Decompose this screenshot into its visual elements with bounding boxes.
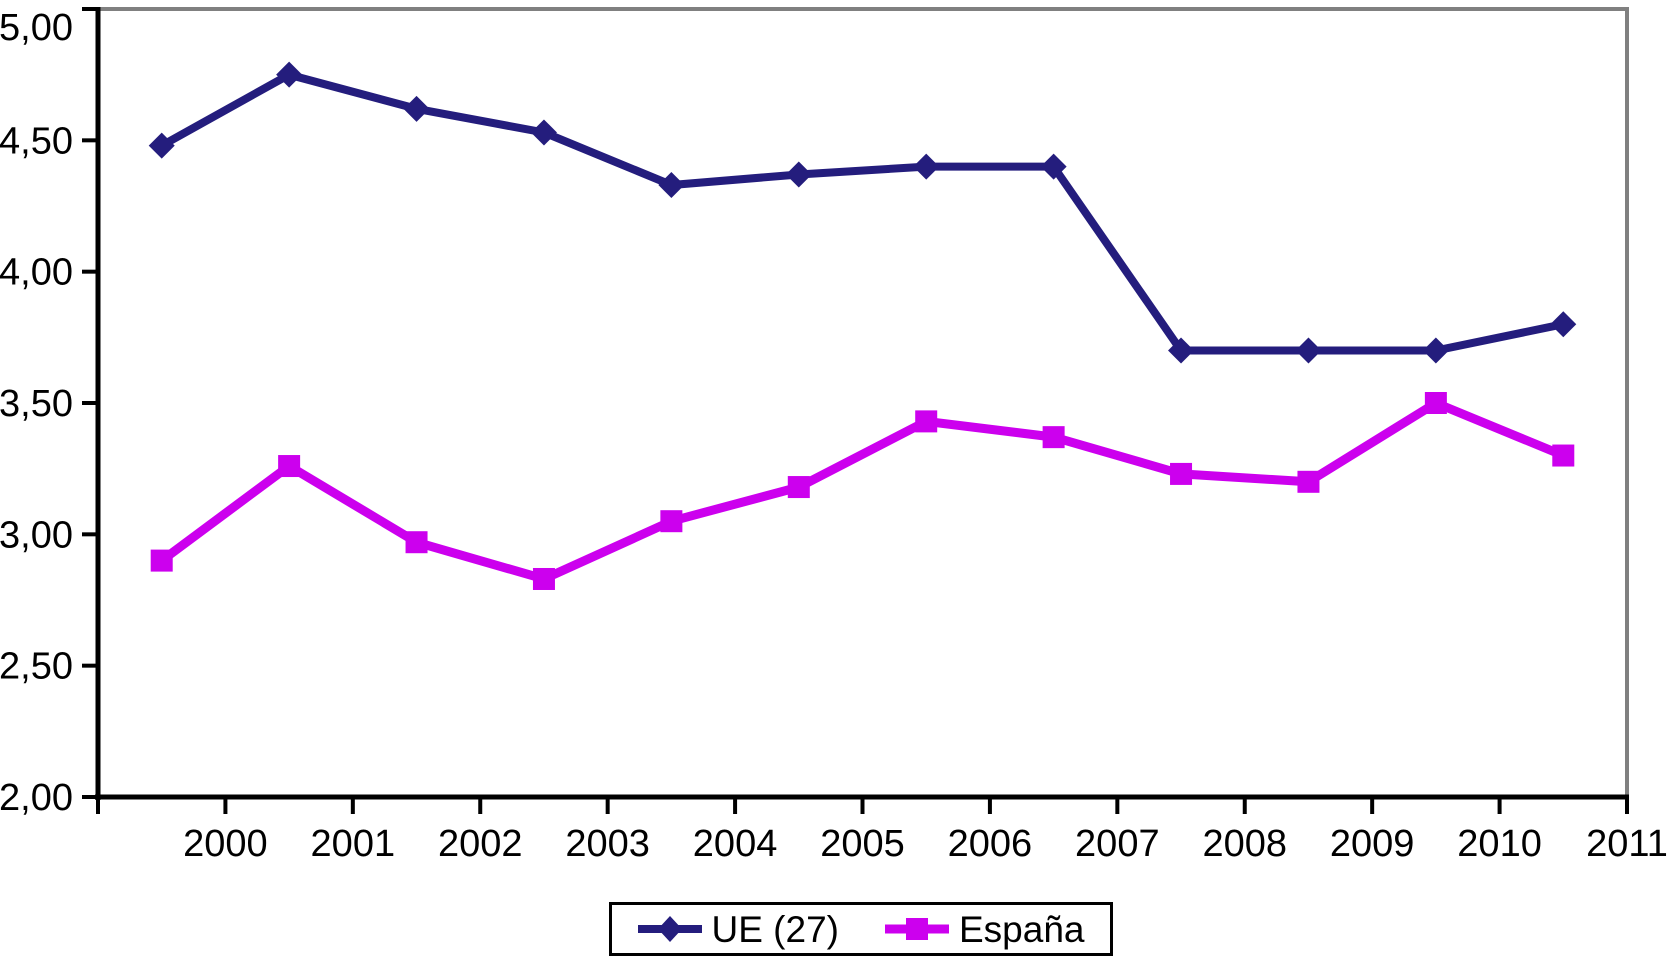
legend-label-espana: España — [958, 908, 1085, 950]
espa-a-data-point — [1042, 426, 1065, 449]
espa-a-data-point — [660, 510, 683, 533]
y-tick-label: 5,00 — [0, 7, 73, 49]
espa-a-data-point — [1170, 462, 1193, 485]
ue-27-data-point — [1295, 337, 1322, 364]
ue-27-data-point — [1422, 337, 1449, 364]
legend-item-ue27: UE (27) — [637, 908, 839, 950]
x-tick-label: 2000 — [183, 823, 268, 865]
y-tick-label: 4,00 — [0, 252, 73, 294]
ue-27-line — [159, 70, 1565, 355]
espa-a-data-point — [787, 476, 810, 499]
espa-a-data-point — [1552, 444, 1575, 467]
espa-a-data-point — [405, 531, 428, 554]
ue-27-data-point — [1040, 153, 1067, 180]
y-tick-label: 4,50 — [0, 120, 73, 162]
y-tick-label: 3,50 — [0, 383, 73, 425]
y-tick-label: 3,00 — [0, 514, 73, 556]
x-tick-label: 2011 — [1586, 823, 1668, 865]
espa-a-data-point — [532, 567, 555, 590]
x-tick-label: 2002 — [438, 823, 523, 865]
ue-27-data-point — [1550, 311, 1577, 338]
espa-a-data-point — [1424, 392, 1447, 414]
x-tick-label: 2001 — [311, 823, 396, 865]
x-tick-label: 2009 — [1330, 823, 1415, 865]
x-tick-label: 2003 — [565, 823, 650, 865]
espa-a-data-point — [915, 410, 938, 433]
espa-a-data-point — [150, 549, 173, 572]
x-tick-label: 2010 — [1457, 823, 1542, 865]
x-tick-label: 2008 — [1202, 823, 1287, 865]
ue-27-data-point — [785, 161, 812, 188]
ue27-line-diamond-icon — [637, 916, 702, 942]
ue-27-data-point — [530, 119, 557, 146]
legend-label-ue27: UE (27) — [711, 908, 839, 950]
x-tick-label: 2006 — [948, 823, 1033, 865]
y-tick-label: 2,50 — [0, 646, 73, 688]
x-tick-label: 2007 — [1075, 823, 1160, 865]
ue-27-data-point — [403, 95, 430, 122]
ue-27-data-point — [276, 61, 303, 88]
ue-27-data-point — [148, 132, 175, 159]
espa-a-line — [159, 397, 1566, 584]
legend-item-espana: España — [884, 908, 1085, 950]
espa-a-data-point — [1297, 470, 1320, 493]
x-tick-label: 2005 — [820, 823, 905, 865]
ue-27-data-point — [913, 153, 940, 180]
legend: UE (27) España — [609, 902, 1113, 956]
y-tick-label: 2,00 — [0, 777, 73, 819]
ue-27-data-point — [1168, 337, 1195, 364]
x-tick-label: 2004 — [693, 823, 778, 865]
ue-27-data-point — [658, 171, 685, 198]
espa-a-data-point — [278, 455, 301, 478]
espana-line-square-icon — [884, 918, 949, 940]
